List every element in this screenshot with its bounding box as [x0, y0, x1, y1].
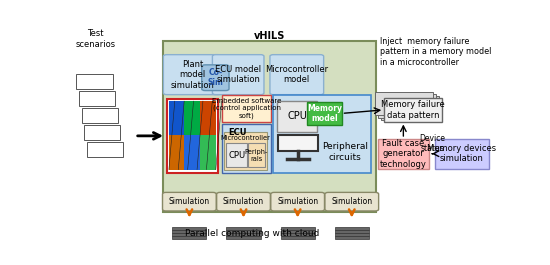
Text: ECU: ECU [228, 128, 246, 137]
Bar [335, 230, 369, 233]
Bar [282, 234, 314, 235]
Bar [172, 227, 206, 230]
Bar [172, 230, 206, 233]
Bar [227, 227, 261, 230]
Text: Peripheral
circuits: Peripheral circuits [322, 143, 368, 162]
Text: CPU: CPU [228, 151, 245, 160]
Text: Memory
model: Memory model [307, 104, 342, 123]
Text: ECU model
simulation: ECU model simulation [215, 65, 261, 84]
Text: Microcontroller
model: Microcontroller model [265, 65, 328, 84]
Bar [163, 41, 376, 212]
Text: Co-
Sim: Co- Sim [207, 68, 223, 87]
Bar [335, 233, 369, 236]
FancyBboxPatch shape [217, 192, 271, 211]
Bar [222, 95, 271, 122]
Bar [335, 236, 369, 239]
Bar [273, 95, 371, 173]
Bar [280, 233, 315, 236]
FancyBboxPatch shape [271, 192, 324, 211]
Bar [224, 132, 267, 170]
Bar [184, 135, 200, 170]
FancyBboxPatch shape [212, 55, 264, 95]
Bar [307, 102, 342, 125]
Bar [167, 99, 218, 173]
Bar [172, 236, 206, 239]
Bar [76, 74, 113, 89]
Bar [172, 233, 206, 236]
Bar [87, 142, 123, 157]
Text: Test
scenarios: Test scenarios [75, 29, 116, 49]
Bar [277, 101, 317, 132]
Bar [200, 135, 216, 170]
Text: Parallel computing with cloud: Parallel computing with cloud [185, 229, 319, 238]
Bar [381, 96, 439, 120]
FancyBboxPatch shape [163, 192, 216, 211]
Bar [200, 101, 216, 135]
Bar [169, 101, 185, 135]
Bar [81, 108, 118, 123]
FancyBboxPatch shape [202, 65, 229, 91]
Text: Fault case
generator
technology: Fault case generator technology [380, 139, 427, 169]
Text: vHILS: vHILS [254, 31, 285, 41]
Text: Embedded software
(control application
soft): Embedded software (control application s… [212, 98, 282, 119]
Bar [169, 135, 185, 170]
Text: Simulation: Simulation [331, 197, 372, 206]
Bar [173, 234, 206, 235]
Bar [227, 234, 260, 235]
Text: Plant
model
simulation: Plant model simulation [170, 60, 214, 90]
Text: Device
status: Device status [419, 134, 445, 153]
Text: Simulation: Simulation [169, 197, 210, 206]
Bar [378, 139, 429, 169]
Bar [378, 94, 436, 117]
Text: Periph-
rals: Periph- rals [245, 149, 268, 162]
FancyBboxPatch shape [325, 192, 378, 211]
Bar [375, 92, 433, 116]
Bar [84, 125, 120, 140]
Bar [227, 233, 261, 236]
Bar [384, 98, 442, 122]
Bar [227, 236, 261, 239]
Text: Microcontroller: Microcontroller [221, 135, 271, 142]
Text: Simulation: Simulation [277, 197, 318, 206]
Text: Inject  memory failure
pattern in a memory model
in a microcontroller: Inject memory failure pattern in a memor… [380, 37, 491, 67]
Bar [79, 91, 115, 106]
Bar [335, 227, 369, 230]
FancyBboxPatch shape [163, 55, 221, 95]
Bar [248, 143, 265, 167]
Text: Memory devices
simulation: Memory devices simulation [427, 144, 497, 164]
Bar [227, 143, 247, 167]
Bar [436, 139, 488, 169]
FancyBboxPatch shape [270, 55, 323, 95]
Bar [336, 234, 368, 235]
Text: Simulation: Simulation [223, 197, 264, 206]
Text: Memory failure
data pattern: Memory failure data pattern [381, 100, 445, 120]
Text: CPU: CPU [287, 112, 307, 121]
Bar [280, 230, 315, 233]
Bar [278, 135, 318, 151]
Bar [227, 230, 261, 233]
Bar [280, 236, 315, 239]
Bar [184, 101, 200, 135]
Bar [222, 123, 271, 173]
Bar [280, 227, 315, 230]
